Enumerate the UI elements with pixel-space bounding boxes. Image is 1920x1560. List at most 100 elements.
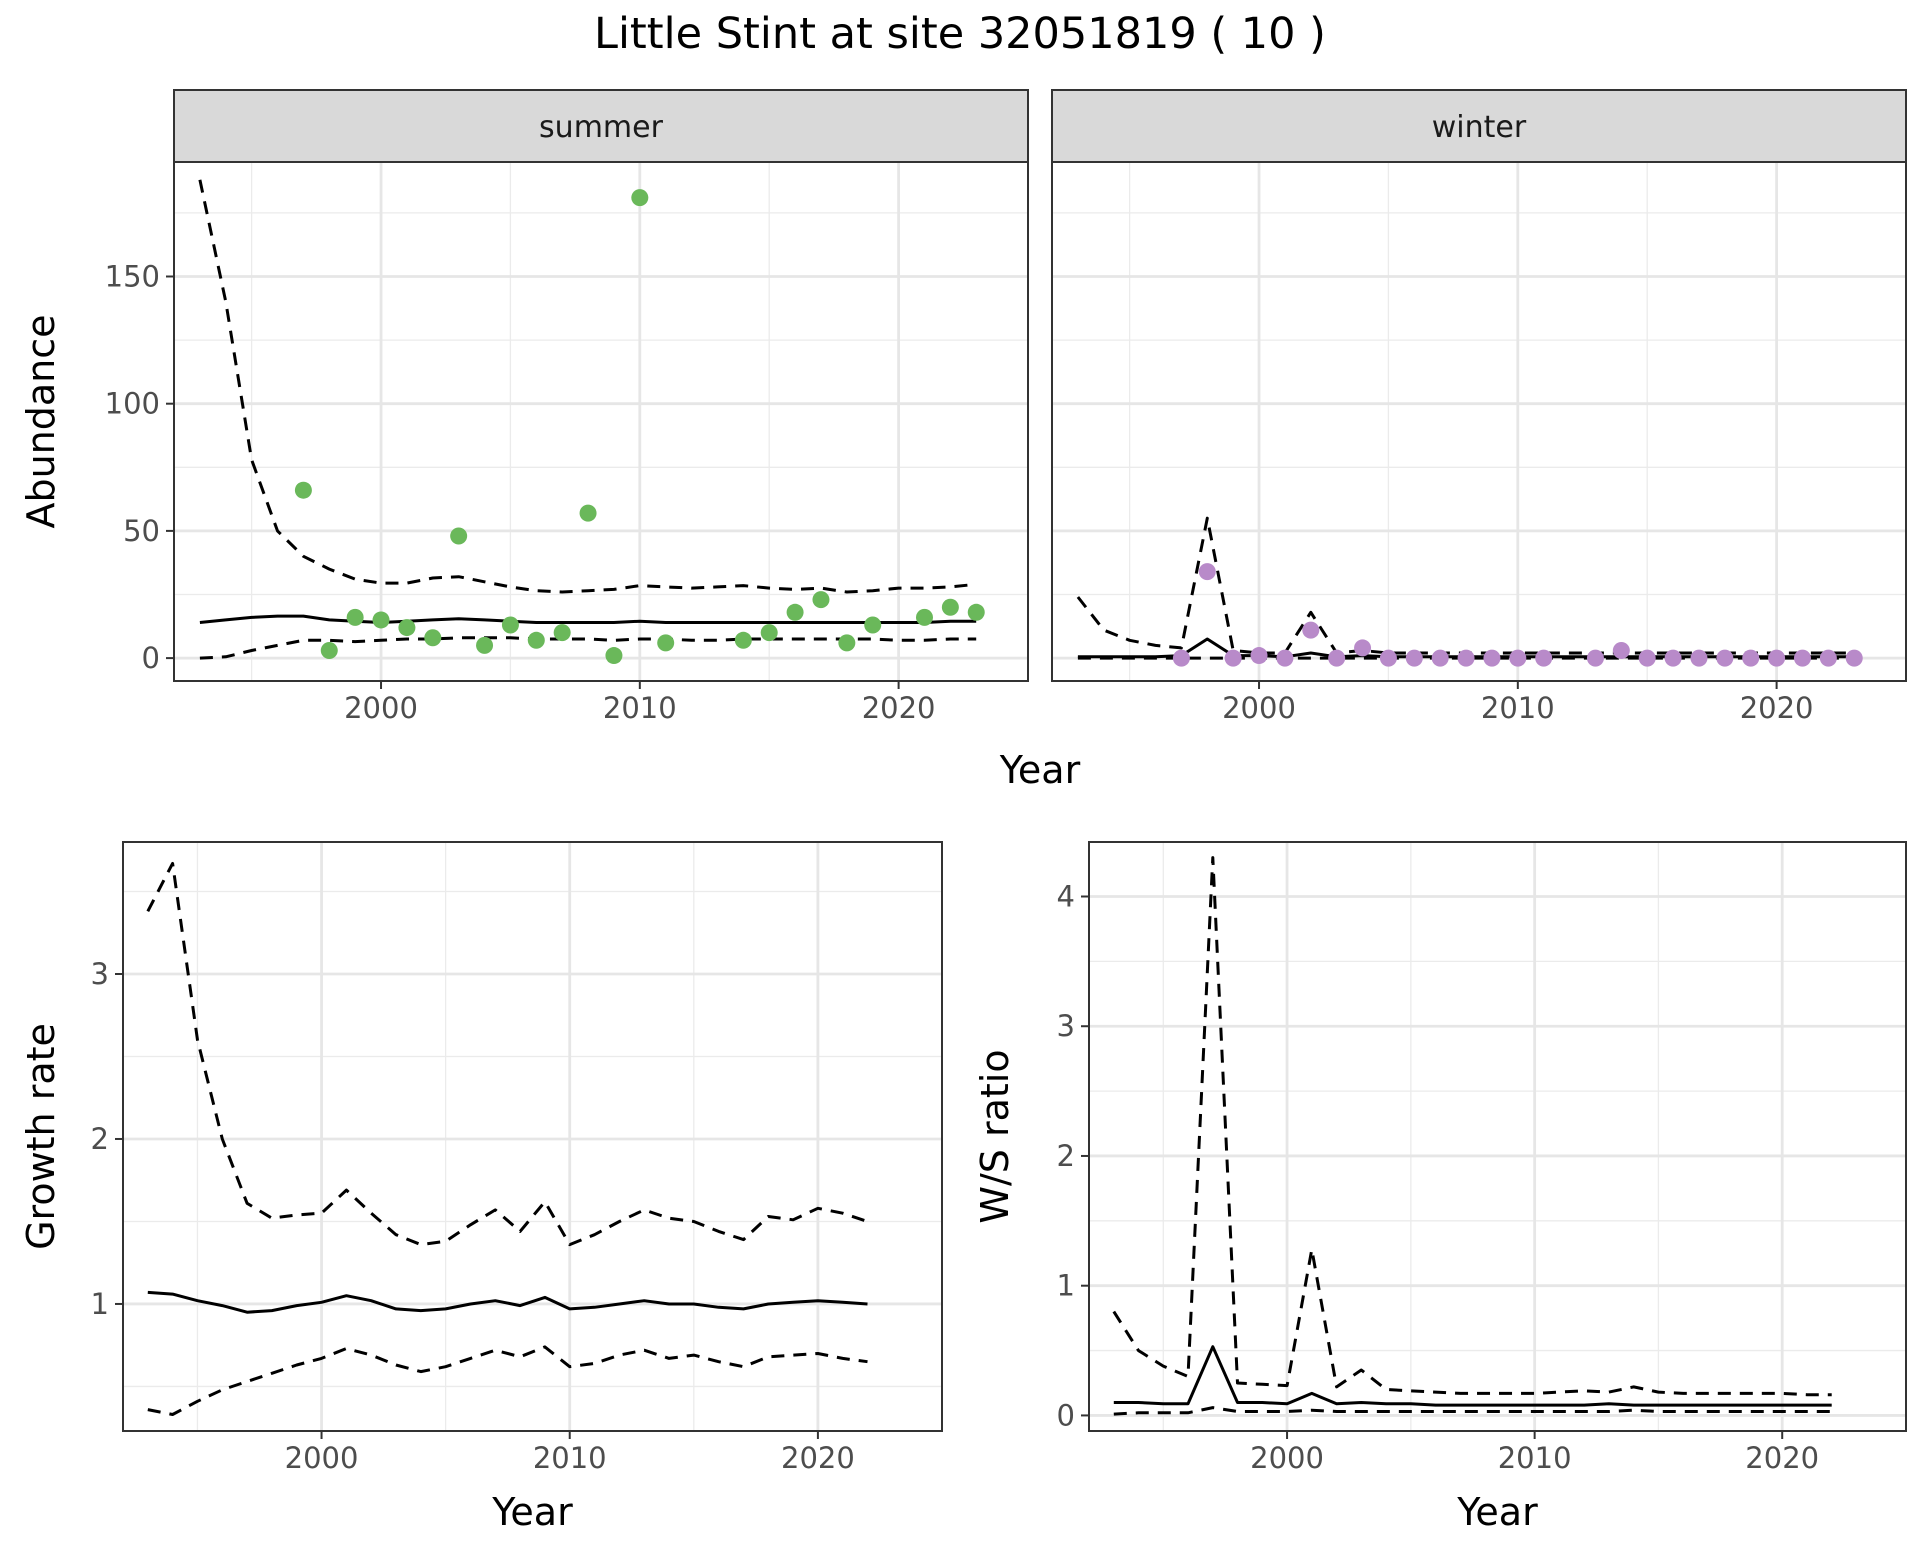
data-point xyxy=(1354,639,1372,657)
data-point xyxy=(1379,649,1397,667)
data-point xyxy=(915,608,933,626)
panel-growth: 2000 2010 2020 1 2 3 Year Growth rate xyxy=(19,841,943,1534)
data-point xyxy=(476,636,494,654)
x-tick-label: 2020 xyxy=(862,691,936,725)
data-point xyxy=(1819,649,1837,667)
facet-strip xyxy=(1051,89,1907,163)
data-point xyxy=(1328,649,1346,667)
data-point xyxy=(1509,649,1527,667)
data-point xyxy=(320,641,338,659)
x-tick-label: 2010 xyxy=(603,691,677,725)
data-point xyxy=(1198,563,1216,581)
data-point xyxy=(1612,641,1630,659)
data-point xyxy=(501,616,519,634)
data-point xyxy=(1405,649,1423,667)
data-point xyxy=(1845,649,1863,667)
data-point xyxy=(450,527,468,545)
data-point xyxy=(1664,649,1682,667)
data-point xyxy=(1742,649,1760,667)
data-point xyxy=(1483,649,1501,667)
x-tick-label: 2020 xyxy=(1740,691,1814,725)
facet-strip xyxy=(173,89,1029,163)
y-tick-label: 2 xyxy=(1057,1139,1075,1173)
x-tick-label: 2000 xyxy=(285,1441,359,1475)
series-line-median xyxy=(1113,1345,1832,1407)
plot-background xyxy=(123,842,942,1431)
x-tick-label: 2020 xyxy=(1745,1441,1819,1475)
data-point xyxy=(1224,649,1242,667)
y-tick-label: 3 xyxy=(1057,1009,1075,1043)
x-axis-title: Year xyxy=(491,1490,573,1534)
series-line-bound xyxy=(1113,1406,1832,1416)
series-line-bound xyxy=(1112,856,1832,1397)
data-point xyxy=(734,631,752,649)
data-point xyxy=(1690,649,1708,667)
y-tick-label: 0 xyxy=(142,641,160,675)
data-point xyxy=(631,189,649,207)
panel-border xyxy=(1088,841,1907,1432)
x-tick-label: 2010 xyxy=(533,1441,607,1475)
data-point xyxy=(1431,649,1449,667)
data-point xyxy=(941,598,959,616)
data-point xyxy=(1638,649,1656,667)
x-tick-label: 2020 xyxy=(781,1441,855,1475)
data-point xyxy=(760,624,778,642)
data-point xyxy=(1768,649,1786,667)
data-point xyxy=(838,634,856,652)
series-line-median xyxy=(147,1290,868,1314)
x-tick-label: 2000 xyxy=(1250,1441,1324,1475)
series-line-bound xyxy=(198,179,977,594)
facet-label: summer xyxy=(539,110,664,145)
data-point xyxy=(812,591,830,609)
data-point xyxy=(1586,649,1604,667)
data-point xyxy=(553,624,571,642)
data-point xyxy=(398,619,416,637)
x-axis-title: Year xyxy=(1456,1490,1538,1534)
data-point xyxy=(1793,649,1811,667)
x-tick-label: 2000 xyxy=(1222,691,1296,725)
data-point xyxy=(1172,649,1190,667)
data-point xyxy=(527,631,545,649)
data-point xyxy=(605,647,623,665)
y-axis-title: Growth rate xyxy=(19,1023,63,1250)
data-point xyxy=(1716,649,1734,667)
data-point xyxy=(294,481,312,499)
data-point xyxy=(1302,621,1320,639)
data-point xyxy=(864,616,882,634)
panel-ratio: 2000 2010 2020 0 1 2 3 4 Year W/S ratio xyxy=(973,841,1907,1534)
facet-label: winter xyxy=(1432,110,1527,145)
data-point xyxy=(424,629,442,647)
panels: summer 2000 2010 2020 0 50 100 150 Year Abundance… xyxy=(19,89,1907,1534)
y-tick-label: 0 xyxy=(1057,1398,1075,1432)
data-point xyxy=(786,603,804,621)
y-tick-label: 1 xyxy=(91,1287,109,1321)
y-tick-label: 100 xyxy=(105,387,160,421)
data-point xyxy=(372,611,390,629)
data-point xyxy=(579,504,597,522)
panel-border xyxy=(122,841,943,1432)
x-tick-label: 2010 xyxy=(1498,1441,1572,1475)
y-tick-label: 3 xyxy=(91,957,109,991)
data-point xyxy=(1535,649,1553,667)
y-tick-label: 4 xyxy=(1057,879,1075,913)
x-tick-label: 2010 xyxy=(1481,691,1555,725)
x-axis-title: Year xyxy=(999,748,1081,792)
series-line-bound xyxy=(146,861,868,1247)
y-tick-label: 1 xyxy=(1057,1269,1075,1303)
figure-title: Little Stint at site 32051819 ( 10 ) xyxy=(594,9,1326,59)
data-point xyxy=(346,608,364,626)
data-point xyxy=(967,603,985,621)
y-tick-label: 50 xyxy=(123,514,160,548)
plot-background xyxy=(1089,842,1906,1431)
y-axis-title: W/S ratio xyxy=(973,1049,1017,1223)
y-tick-label: 150 xyxy=(105,259,160,293)
panel-summer: summer 2000 2010 2020 0 50 100 150 Year Abundance xyxy=(19,89,1081,792)
panel-winter: winter 2000 2010 2020 xyxy=(1051,89,1907,725)
series-line-bound xyxy=(147,1345,868,1416)
x-tick-label: 2000 xyxy=(344,691,418,725)
y-tick-label: 2 xyxy=(91,1122,109,1156)
data-point xyxy=(1276,649,1294,667)
series-line-median xyxy=(199,614,977,624)
data-point xyxy=(1457,649,1475,667)
